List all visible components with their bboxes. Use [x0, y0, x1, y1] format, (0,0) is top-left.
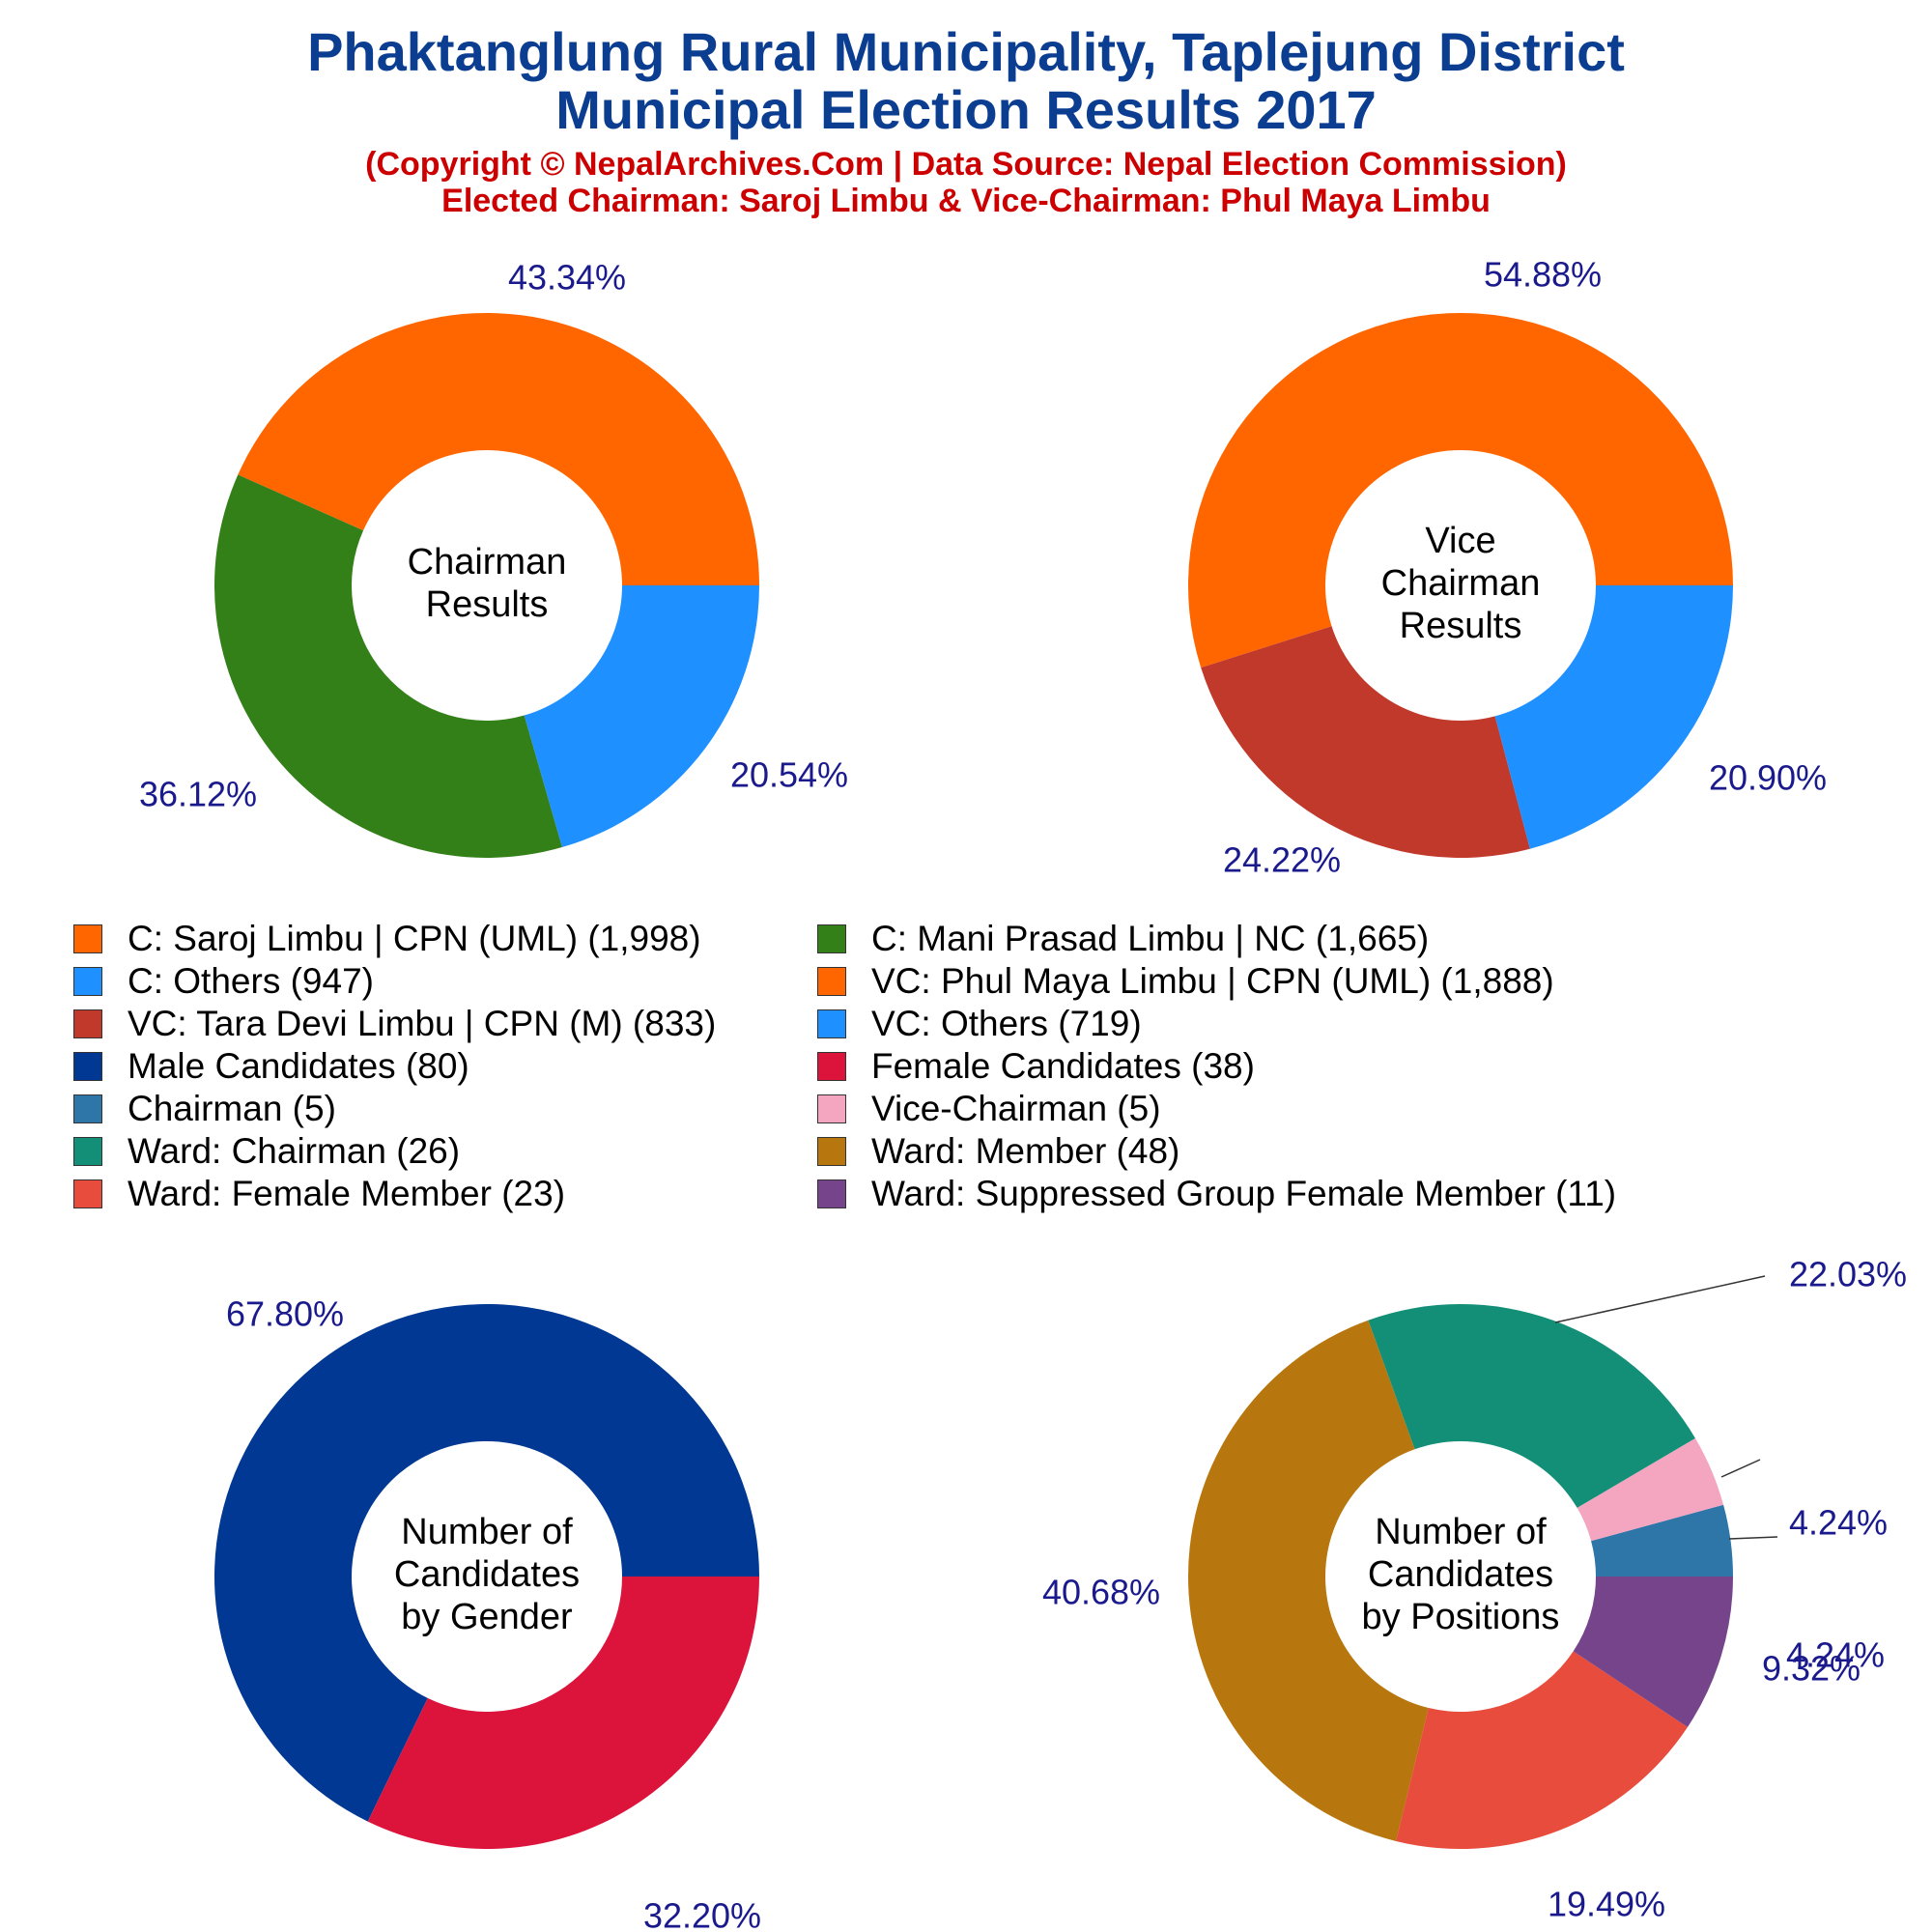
- donut-slice: [1577, 1437, 1724, 1542]
- donut-center-label: Chairman: [1381, 563, 1541, 604]
- legend-item: VC: Phul Maya Limbu | CPN (UML) (1,888): [817, 961, 1554, 1001]
- legend-label: Vice-Chairman (5): [871, 1089, 1161, 1128]
- slice-percent-label: 43.34%: [508, 258, 626, 298]
- slice-percent-label: 4.24%: [1789, 1503, 1888, 1543]
- chart-subtitle-line2: Elected Chairman: Saroj Limbu & Vice-Cha…: [441, 183, 1491, 219]
- legend-swatch: [73, 1137, 102, 1166]
- legend-swatch: [817, 1052, 846, 1081]
- donut-center-label: by Gender: [401, 1597, 573, 1637]
- leader-line: [1554, 1275, 1766, 1323]
- legend-label: C: Others (947): [128, 961, 374, 1001]
- legend-swatch: [73, 924, 102, 953]
- legend-swatch: [73, 1052, 102, 1081]
- legend-label: Female Candidates (38): [871, 1046, 1255, 1086]
- slice-percent-label: 9.32%: [1762, 1649, 1861, 1689]
- legend-item: C: Others (947): [73, 961, 374, 1001]
- legend-swatch: [817, 1094, 846, 1123]
- legend-item: C: Mani Prasad Limbu | NC (1,665): [817, 919, 1430, 958]
- chart-title-line1: Phaktanglung Rural Municipality, Tapleju…: [307, 21, 1625, 82]
- slice-percent-label: 19.49%: [1548, 1885, 1665, 1924]
- legend-label: Ward: Chairman (26): [128, 1131, 461, 1171]
- donut-slice: [1494, 585, 1733, 849]
- slice-percent-label: 22.03%: [1789, 1255, 1907, 1294]
- legend-label: C: Saroj Limbu | CPN (UML) (1,998): [128, 919, 701, 958]
- donut-center-label: Results: [426, 584, 549, 625]
- legend-label: Ward: Member (48): [871, 1131, 1180, 1171]
- donut-center-label: by Positions: [1362, 1597, 1560, 1637]
- donut-slice: [1188, 312, 1733, 668]
- chart-subtitle-line1: (Copyright © NepalArchives.Com | Data So…: [365, 146, 1567, 183]
- legend-item: Vice-Chairman (5): [817, 1089, 1161, 1128]
- slice-percent-label: 20.90%: [1709, 758, 1827, 798]
- legend-swatch: [817, 1179, 846, 1208]
- legend-label: Male Candidates (80): [128, 1046, 469, 1086]
- slice-percent-label: 32.20%: [643, 1896, 761, 1932]
- legend-item: Ward: Chairman (26): [73, 1131, 461, 1171]
- legend-label: C: Mani Prasad Limbu | NC (1,665): [871, 919, 1430, 958]
- donut-center-label: Number of: [401, 1512, 573, 1552]
- donut-center-label: Number of: [1375, 1512, 1547, 1552]
- legend-swatch: [817, 1137, 846, 1166]
- donut-center-label: Results: [1400, 606, 1522, 646]
- donut-slice: [524, 585, 759, 848]
- donut-slice: [367, 1577, 759, 1850]
- legend-label: Ward: Female Member (23): [128, 1174, 566, 1213]
- legend-item: Ward: Female Member (23): [73, 1174, 566, 1213]
- slice-percent-label: 24.22%: [1223, 840, 1341, 880]
- legend-swatch: [73, 1179, 102, 1208]
- legend-label: Ward: Suppressed Group Female Member (11…: [871, 1174, 1617, 1213]
- legend-item: Ward: Member (48): [817, 1131, 1180, 1171]
- donut-center-label: Vice: [1425, 521, 1495, 561]
- legend-item: Ward: Suppressed Group Female Member (11…: [817, 1174, 1617, 1213]
- legend-swatch: [73, 1009, 102, 1038]
- chart-title-line2: Municipal Election Results 2017: [555, 79, 1377, 140]
- legend-item: Female Candidates (38): [817, 1046, 1255, 1086]
- legend-swatch: [73, 967, 102, 996]
- donut-slice: [214, 1304, 759, 1822]
- donut-center-label: Chairman: [408, 542, 567, 582]
- donut-slice: [1396, 1651, 1688, 1849]
- slice-percent-label: 20.54%: [730, 755, 848, 795]
- legend-label: VC: Tara Devi Limbu | CPN (M) (833): [128, 1004, 717, 1043]
- legend-swatch: [817, 924, 846, 953]
- donut-slice: [1573, 1577, 1733, 1727]
- slice-percent-label: 36.12%: [139, 775, 257, 814]
- slice-percent-label: 40.68%: [1042, 1573, 1160, 1612]
- legend-swatch: [817, 1009, 846, 1038]
- donut-slice: [214, 474, 562, 858]
- leader-line: [1720, 1459, 1761, 1478]
- legend-item: Chairman (5): [73, 1089, 336, 1128]
- slice-percent-label: 54.88%: [1484, 255, 1602, 295]
- legend-item: C: Saroj Limbu | CPN (UML) (1,998): [73, 919, 701, 958]
- leader-line: [1728, 1536, 1778, 1540]
- donut-slice: [1201, 626, 1530, 858]
- donut-slice: [1188, 1320, 1429, 1841]
- donut-slice: [1591, 1504, 1733, 1577]
- donut-slice: [238, 313, 759, 585]
- legend-item: VC: Others (719): [817, 1004, 1142, 1043]
- donut-center-label: Candidates: [394, 1554, 580, 1595]
- slice-percent-label: 4.24%: [1786, 1635, 1885, 1675]
- donut-chart-4: 4.24% 4.24% 22.03% 40.68% 19.49% 9.32% Number …: [1042, 1255, 1907, 1924]
- donut-center-label: Candidates: [1368, 1554, 1553, 1595]
- legend-label: Chairman (5): [128, 1089, 336, 1128]
- legend-label: VC: Others (719): [871, 1004, 1142, 1043]
- legend-swatch: [73, 1094, 102, 1123]
- legend-item: VC: Tara Devi Limbu | CPN (M) (833): [73, 1004, 717, 1043]
- legend-swatch: [817, 967, 846, 996]
- slice-percent-label: 67.80%: [226, 1294, 344, 1334]
- legend-label: VC: Phul Maya Limbu | CPN (UML) (1,888): [871, 961, 1554, 1001]
- donut-slice: [1368, 1304, 1695, 1508]
- legend-item: Male Candidates (80): [73, 1046, 469, 1086]
